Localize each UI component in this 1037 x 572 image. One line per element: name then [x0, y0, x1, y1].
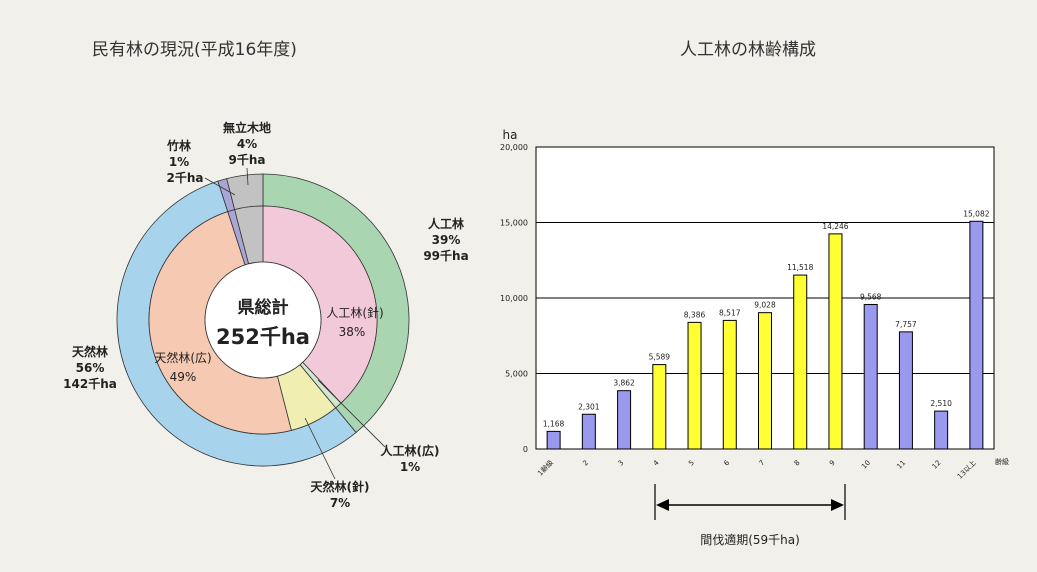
x-tick-label: 8	[793, 459, 802, 468]
label-outer-tennenrin-area: 142千ha	[63, 376, 117, 391]
leader-muritsuboku	[246, 167, 249, 186]
donut-hole	[204, 261, 322, 379]
bar-value-label: 8,386	[684, 310, 706, 319]
bar-value-label: 7,757	[895, 320, 917, 329]
label-muritsuboku-name: 無立木地	[223, 120, 271, 135]
x-tick-label: 10	[860, 459, 872, 471]
bar-value-label: 14,246	[822, 222, 848, 231]
bar-value-label: 5,589	[649, 353, 671, 362]
x-tick-label: 13以上	[955, 458, 978, 481]
label-tennenrin-hari-pct: 7%	[330, 496, 350, 510]
pie-title: 民有林の現況(平成16年度)	[92, 40, 297, 60]
bar-value-label: 2,301	[578, 402, 600, 411]
label-tennenrin-hari-name: 天然林(針)	[311, 479, 370, 494]
x-tick-label: 5	[687, 459, 696, 468]
y-tick-label: 0	[523, 445, 528, 454]
label-outer-jinkourin-area: 99千ha	[423, 248, 468, 263]
leader-chikurin	[204, 177, 236, 196]
label-jinkourin-hiro-name: 人工林(広)	[381, 443, 440, 458]
bar-title: 人工林の林齢構成	[680, 40, 816, 60]
leader-tennenrin-hari	[304, 417, 336, 480]
x-tick-label: 4	[652, 458, 661, 467]
label-inner-jinkourin-hari-pct: 38%	[339, 325, 366, 339]
bar	[546, 430, 561, 450]
label-muritsuboku-pct: 4%	[237, 137, 257, 151]
label-chikurin-area: 2千ha	[167, 170, 204, 185]
bar	[863, 304, 878, 450]
bar	[898, 331, 913, 450]
bar	[617, 390, 632, 450]
x-tick-label: 1齢級	[536, 458, 555, 477]
label-outer-tennenrin-name: 天然林	[72, 344, 108, 359]
label-inner-tennenrin-hiro-pct: 49%	[170, 370, 197, 384]
leader-jinkourin-hiro	[317, 379, 386, 448]
annotation-arrow-left-head	[656, 499, 669, 511]
bar-value-label: 11,518	[787, 263, 813, 272]
y-tick-label: 20,000	[500, 143, 528, 152]
bar	[722, 319, 737, 450]
bar	[969, 220, 984, 450]
label-chikurin-pct: 1%	[169, 155, 189, 169]
y-tick-label: 15,000	[500, 219, 528, 228]
annotation-label: 間伐適期(59千ha)	[700, 532, 800, 547]
bar	[934, 410, 949, 450]
center-label-title: 県総計	[238, 297, 289, 318]
annotation-arrow-right-head	[831, 499, 844, 511]
bar	[793, 274, 808, 450]
bar-value-label: 1,168	[543, 419, 565, 428]
y-tick-label: 10,000	[500, 294, 528, 303]
bar	[758, 312, 772, 450]
x-tick-label: 7	[758, 459, 767, 468]
x-tick-label: 12	[931, 459, 943, 471]
x-tick-label: 2	[581, 459, 590, 468]
x-tick-label: 9	[828, 459, 837, 468]
bar-value-label: 2,510	[930, 399, 952, 408]
bar-value-label: 9,028	[754, 301, 776, 310]
center-label-total: 252千ha	[216, 325, 310, 349]
label-inner-jinkourin-hari-name: 人工林(針)	[326, 305, 383, 320]
label-chikurin-name: 竹林	[166, 138, 191, 153]
bar-value-label: 9,568	[860, 293, 882, 302]
bar-value-label: 3,862	[613, 379, 635, 388]
x-tick-label: 11	[895, 459, 907, 471]
y-tick-label: 5,000	[505, 370, 528, 379]
label-outer-jinkourin-pct: 39%	[432, 233, 461, 247]
y-axis-unit: ha	[503, 128, 518, 142]
bar	[652, 364, 667, 450]
label-jinkourin-hiro-pct: 1%	[400, 460, 420, 474]
x-axis-unit: 齢級	[995, 457, 1009, 466]
bar-value-label: 15,082	[963, 209, 989, 218]
bar	[581, 413, 596, 450]
bar-value-label: 8,517	[719, 308, 741, 317]
x-tick-label: 6	[722, 458, 731, 467]
label-muritsuboku-area: 9千ha	[229, 152, 266, 167]
bar	[687, 321, 702, 450]
x-tick-label: 3	[617, 459, 626, 468]
bar	[828, 233, 843, 450]
label-outer-jinkourin-name: 人工林	[428, 216, 464, 231]
label-inner-tennenrin-hiro-name: 天然林(広)	[154, 350, 211, 365]
label-outer-tennenrin-pct: 56%	[76, 361, 105, 375]
